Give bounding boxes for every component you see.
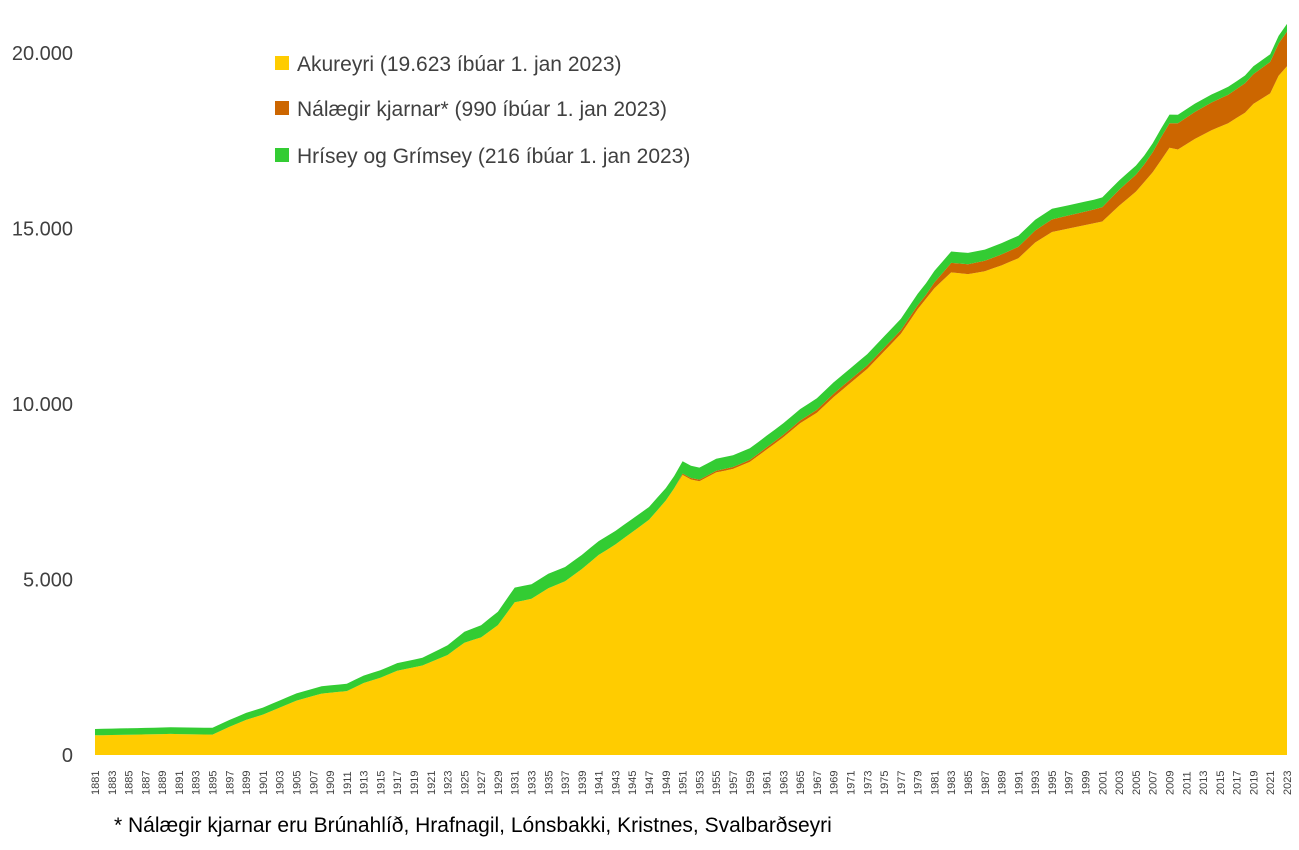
x-tick-label: 1935 — [543, 771, 555, 795]
x-tick-label: 1985 — [963, 771, 975, 795]
x-tick-label: 2019 — [1248, 771, 1260, 795]
x-tick-label: 2013 — [1198, 771, 1210, 795]
x-tick-label: 1937 — [560, 771, 572, 795]
x-tick-label: 1925 — [459, 771, 471, 795]
x-tick-label: 2011 — [1181, 771, 1193, 795]
x-tick-label: 1971 — [846, 771, 858, 795]
x-tick-label: 1933 — [527, 771, 539, 795]
x-tick-label: 1949 — [661, 771, 673, 795]
x-tick-label: 1951 — [678, 771, 690, 795]
x-tick-label: 1923 — [443, 771, 455, 795]
x-tick-label: 1979 — [913, 771, 925, 795]
x-tick-label: 1943 — [611, 771, 623, 795]
x-tick-label: 1987 — [980, 771, 992, 795]
x-tick-label: 1907 — [308, 771, 320, 795]
x-tick-label: 2009 — [1165, 771, 1177, 795]
x-tick-label: 1957 — [728, 771, 740, 795]
x-tick-label: 2021 — [1265, 771, 1277, 795]
legend-swatch — [275, 148, 289, 162]
x-tick-label: 1969 — [829, 771, 841, 795]
legend-label: Akureyri (19.623 íbúar 1. jan 2023) — [297, 53, 622, 76]
x-tick-label: 1917 — [392, 771, 404, 795]
x-tick-label: 2007 — [1148, 771, 1160, 795]
series-areas — [95, 23, 1287, 755]
x-tick-label: 1903 — [275, 771, 287, 795]
x-tick-label: 1919 — [409, 771, 421, 795]
series-area-1 — [95, 66, 1287, 755]
legend-label: Nálægir kjarnar* (990 íbúar 1. jan 2023) — [297, 98, 667, 121]
x-tick-label: 1995 — [1047, 771, 1059, 795]
x-tick-label: 1883 — [107, 771, 119, 795]
x-tick-label: 1977 — [896, 771, 908, 795]
x-tick-label: 1909 — [325, 771, 337, 795]
x-tick-label: 1981 — [929, 771, 941, 795]
x-tick-label: 1893 — [191, 771, 203, 795]
x-tick-label: 2005 — [1131, 771, 1143, 795]
x-tick-label: 1901 — [258, 771, 270, 795]
x-tick-label: 1991 — [1013, 771, 1025, 795]
x-tick-label: 1915 — [375, 771, 387, 795]
y-tick-label: 10.000 — [12, 394, 73, 416]
x-tick-label: 2023 — [1282, 771, 1294, 795]
x-tick-label: 1959 — [745, 771, 757, 795]
x-tick-label: 1947 — [644, 771, 656, 795]
y-tick-label: 20.000 — [12, 43, 73, 65]
x-tick-label: 1913 — [359, 771, 371, 795]
y-tick-label: 15.000 — [12, 219, 73, 241]
x-tick-label: 1973 — [862, 771, 874, 795]
y-tick-label: 5.000 — [23, 570, 73, 592]
y-axis: 0 5.000 10.000 15.000 20.000 — [12, 43, 73, 767]
x-tick-label: 1997 — [1064, 771, 1076, 795]
x-tick-label: 2001 — [1097, 771, 1109, 795]
x-tick-label: 1927 — [476, 771, 488, 795]
x-tick-label: 1955 — [711, 771, 723, 795]
x-tick-label: 1931 — [510, 771, 522, 795]
x-tick-label: 1953 — [694, 771, 706, 795]
x-tick-label: 1905 — [292, 771, 304, 795]
x-axis: 1881 1883 1885 1887 1889 1891 1893 1895 1897 1899… — [90, 771, 1294, 795]
legend-swatch — [275, 101, 289, 115]
x-tick-label: 1885 — [124, 771, 136, 795]
x-tick-label: 1939 — [577, 771, 589, 795]
x-tick-label: 1921 — [426, 771, 438, 795]
x-tick-label: 1911 — [342, 771, 354, 795]
x-tick-label: 2015 — [1215, 771, 1227, 795]
x-tick-label: 1899 — [241, 771, 253, 795]
x-tick-label: 1929 — [493, 771, 505, 795]
x-tick-label: 1989 — [997, 771, 1009, 795]
x-tick-label: 2017 — [1232, 771, 1244, 795]
x-tick-label: 1897 — [224, 771, 236, 795]
x-tick-label: 1891 — [174, 771, 186, 795]
x-tick-label: 1993 — [1030, 771, 1042, 795]
x-tick-label: 1881 — [90, 771, 102, 795]
x-tick-label: 1941 — [594, 771, 606, 795]
x-tick-label: 1967 — [812, 771, 824, 795]
x-tick-label: 1961 — [762, 771, 774, 795]
x-tick-label: 1895 — [208, 771, 220, 795]
x-tick-label: 1965 — [795, 771, 807, 795]
x-tick-label: 1983 — [946, 771, 958, 795]
x-tick-label: 1975 — [879, 771, 891, 795]
legend-swatch — [275, 56, 289, 70]
footnote: * Nálægir kjarnar eru Brúnahlíð, Hrafnag… — [114, 814, 832, 837]
x-tick-label: 1945 — [627, 771, 639, 795]
y-tick-label: 0 — [62, 745, 73, 767]
x-tick-label: 1889 — [157, 771, 169, 795]
x-tick-label: 1963 — [778, 771, 790, 795]
legend-label: Hrísey og Grímsey (216 íbúar 1. jan 2023… — [297, 145, 690, 168]
x-tick-label: 1999 — [1081, 771, 1093, 795]
x-tick-label: 1887 — [140, 771, 152, 795]
x-tick-label: 2003 — [1114, 771, 1126, 795]
legend: Akureyri (19.623 íbúar 1. jan 2023) Nálæg… — [275, 53, 690, 168]
